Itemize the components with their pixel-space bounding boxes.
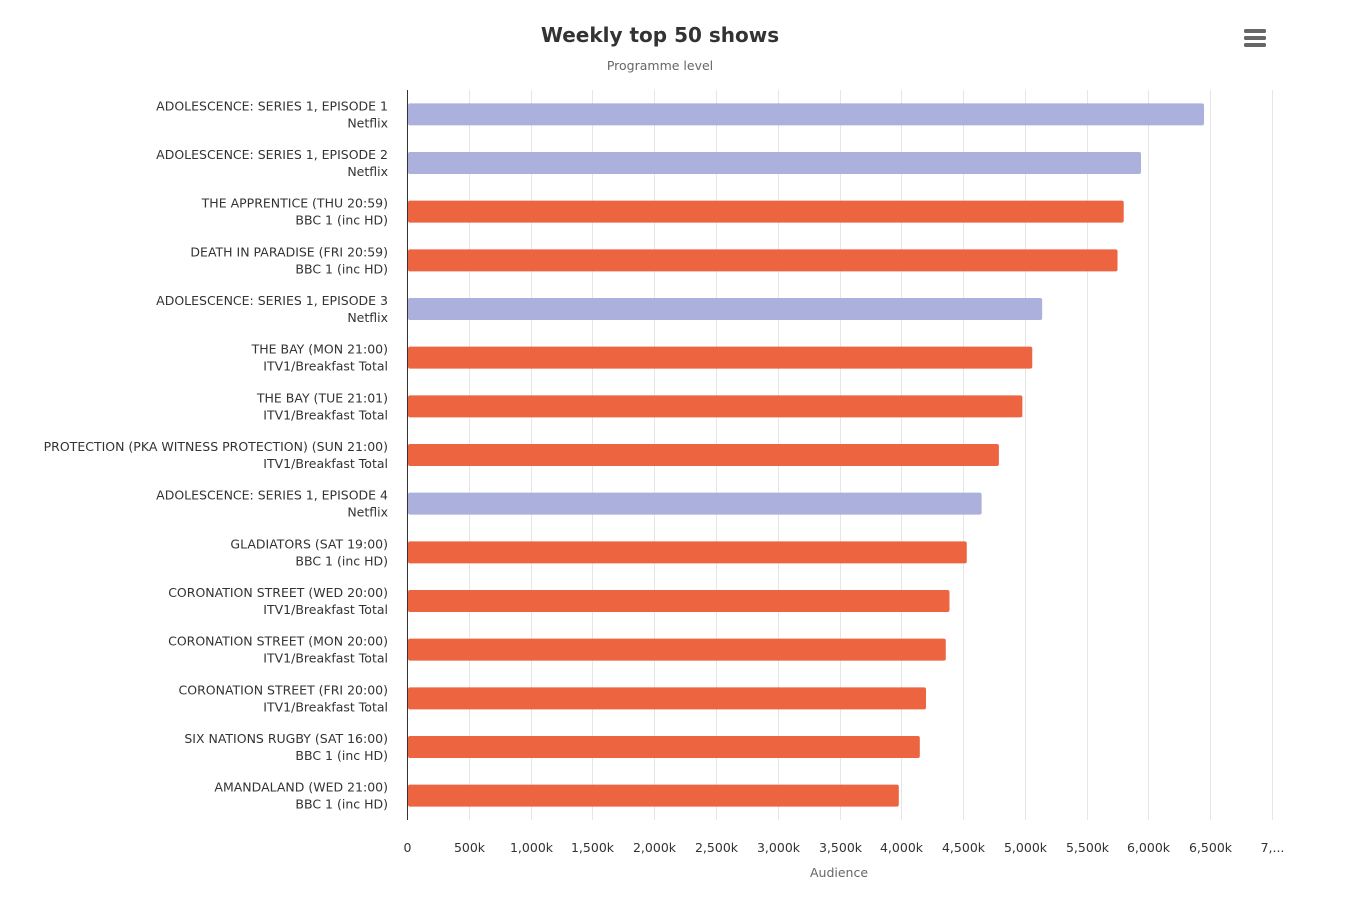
bar[interactable]: [408, 103, 1205, 126]
bars: [408, 103, 1205, 807]
programme-title: CORONATION STREET (MON 20:00): [168, 634, 388, 649]
x-axis-title: Audience: [810, 865, 868, 880]
bar[interactable]: [408, 152, 1142, 174]
channel-name: BBC 1 (inc HD): [295, 797, 388, 812]
programme-title: ADOLESCENCE: SERIES 1, EPISODE 2: [156, 147, 388, 162]
channel-name: ITV1/Breakfast Total: [263, 456, 388, 471]
programme-title: THE APPRENTICE (THU 20:59): [201, 196, 388, 211]
category-label: ADOLESCENCE: SERIES 1, EPISODE 3 Netflix: [156, 293, 388, 325]
bar[interactable]: [408, 346, 1033, 369]
x-tick-label: 6,500k: [1189, 840, 1233, 855]
bar[interactable]: [408, 249, 1118, 272]
x-tick-label: 1,000k: [510, 840, 554, 855]
chart-subtitle: Programme level: [607, 58, 713, 73]
chart-title: Weekly top 50 shows: [541, 23, 779, 47]
channel-name: BBC 1 (inc HD): [295, 261, 388, 276]
bar[interactable]: [408, 638, 946, 661]
x-tick-label: 2,500k: [695, 840, 739, 855]
x-tick-label: 1,500k: [571, 840, 615, 855]
programme-title: CORONATION STREET (WED 20:00): [168, 585, 388, 600]
channel-name: BBC 1 (inc HD): [295, 213, 388, 228]
category-label: ADOLESCENCE: SERIES 1, EPISODE 1 Netflix: [156, 98, 388, 130]
channel-name: Netflix: [347, 505, 388, 520]
category-label: PROTECTION (PKA WITNESS PROTECTION) (SUN…: [44, 439, 388, 471]
channel-name: Netflix: [347, 115, 388, 130]
category-label: CORONATION STREET (FRI 20:00) ITV1/Breakf…: [179, 682, 388, 714]
x-tick-label: 6,000k: [1127, 840, 1171, 855]
programme-title: PROTECTION (PKA WITNESS PROTECTION) (SUN…: [44, 439, 388, 454]
channel-name: Netflix: [347, 164, 388, 179]
programme-title: AMANDALAND (WED 21:00): [214, 780, 388, 795]
programme-title: CORONATION STREET (FRI 20:00): [179, 682, 388, 697]
bar[interactable]: [408, 687, 926, 710]
x-tick-label: 7,...: [1261, 840, 1285, 855]
category-label: CORONATION STREET (WED 20:00) ITV1/Breakf…: [168, 585, 388, 617]
category-label: ADOLESCENCE: SERIES 1, EPISODE 2 Netflix: [156, 147, 388, 179]
bar[interactable]: [408, 200, 1124, 223]
bar[interactable]: [408, 541, 967, 564]
programme-title: ADOLESCENCE: SERIES 1, EPISODE 4: [156, 488, 388, 503]
bar[interactable]: [408, 736, 920, 758]
channel-name: Netflix: [347, 310, 388, 325]
x-tick-label: 5,000k: [1004, 840, 1048, 855]
programme-title: GLADIATORS (SAT 19:00): [230, 536, 388, 551]
bar[interactable]: [408, 444, 999, 466]
x-axis-ticks: 0 500k 1,000k 1,500k 2,000k 2,500k 3,000k 3,500…: [404, 840, 1285, 855]
x-tick-label: 500k: [454, 840, 486, 855]
category-label: THE APPRENTICE (THU 20:59) BBC 1 (inc HD): [201, 196, 388, 228]
category-label: ADOLESCENCE: SERIES 1, EPISODE 4 Netflix: [156, 488, 388, 520]
chart-menu-button[interactable]: [1236, 24, 1274, 54]
channel-name: ITV1/Breakfast Total: [263, 602, 388, 617]
channel-name: ITV1/Breakfast Total: [263, 407, 388, 422]
category-label: AMANDALAND (WED 21:00) BBC 1 (inc HD): [214, 780, 388, 812]
bar[interactable]: [408, 590, 950, 612]
x-tick-label: 2,000k: [633, 840, 677, 855]
programme-title: THE BAY (TUE 21:01): [256, 390, 388, 405]
bar[interactable]: [408, 298, 1043, 320]
category-label: SIX NATIONS RUGBY (SAT 16:00) BBC 1 (inc …: [184, 731, 388, 763]
channel-name: ITV1/Breakfast Total: [263, 359, 388, 374]
channel-name: ITV1/Breakfast Total: [263, 651, 388, 666]
bar[interactable]: [408, 784, 899, 807]
x-tick-label: 0: [404, 840, 412, 855]
bar[interactable]: [408, 492, 982, 515]
bar[interactable]: [408, 395, 1023, 418]
category-label: THE BAY (TUE 21:01) ITV1/Breakfast Total: [256, 390, 388, 422]
hamburger-menu-icon: [1244, 29, 1266, 47]
x-tick-label: 3,500k: [819, 840, 863, 855]
category-label: GLADIATORS (SAT 19:00) BBC 1 (inc HD): [230, 536, 388, 568]
programme-title: SIX NATIONS RUGBY (SAT 16:00): [184, 731, 388, 746]
programme-title: ADOLESCENCE: SERIES 1, EPISODE 1: [156, 98, 388, 113]
x-tick-label: 4,000k: [880, 840, 924, 855]
programme-title: DEATH IN PARADISE (FRI 20:59): [190, 244, 388, 259]
x-tick-label: 5,500k: [1066, 840, 1110, 855]
category-labels: ADOLESCENCE: SERIES 1, EPISODE 1NetflixA…: [44, 98, 388, 811]
category-label: DEATH IN PARADISE (FRI 20:59) BBC 1 (inc …: [190, 244, 388, 276]
x-tick-label: 3,000k: [757, 840, 801, 855]
x-tick-label: 4,500k: [942, 840, 986, 855]
programme-title: ADOLESCENCE: SERIES 1, EPISODE 3: [156, 293, 388, 308]
channel-name: BBC 1 (inc HD): [295, 748, 388, 763]
channel-name: ITV1/Breakfast Total: [263, 699, 388, 714]
category-label: THE BAY (MON 21:00) ITV1/Breakfast Total: [251, 342, 388, 374]
category-label: CORONATION STREET (MON 20:00) ITV1/Breakf…: [168, 634, 388, 666]
programme-title: THE BAY (MON 21:00): [251, 342, 388, 357]
channel-name: BBC 1 (inc HD): [295, 553, 388, 568]
